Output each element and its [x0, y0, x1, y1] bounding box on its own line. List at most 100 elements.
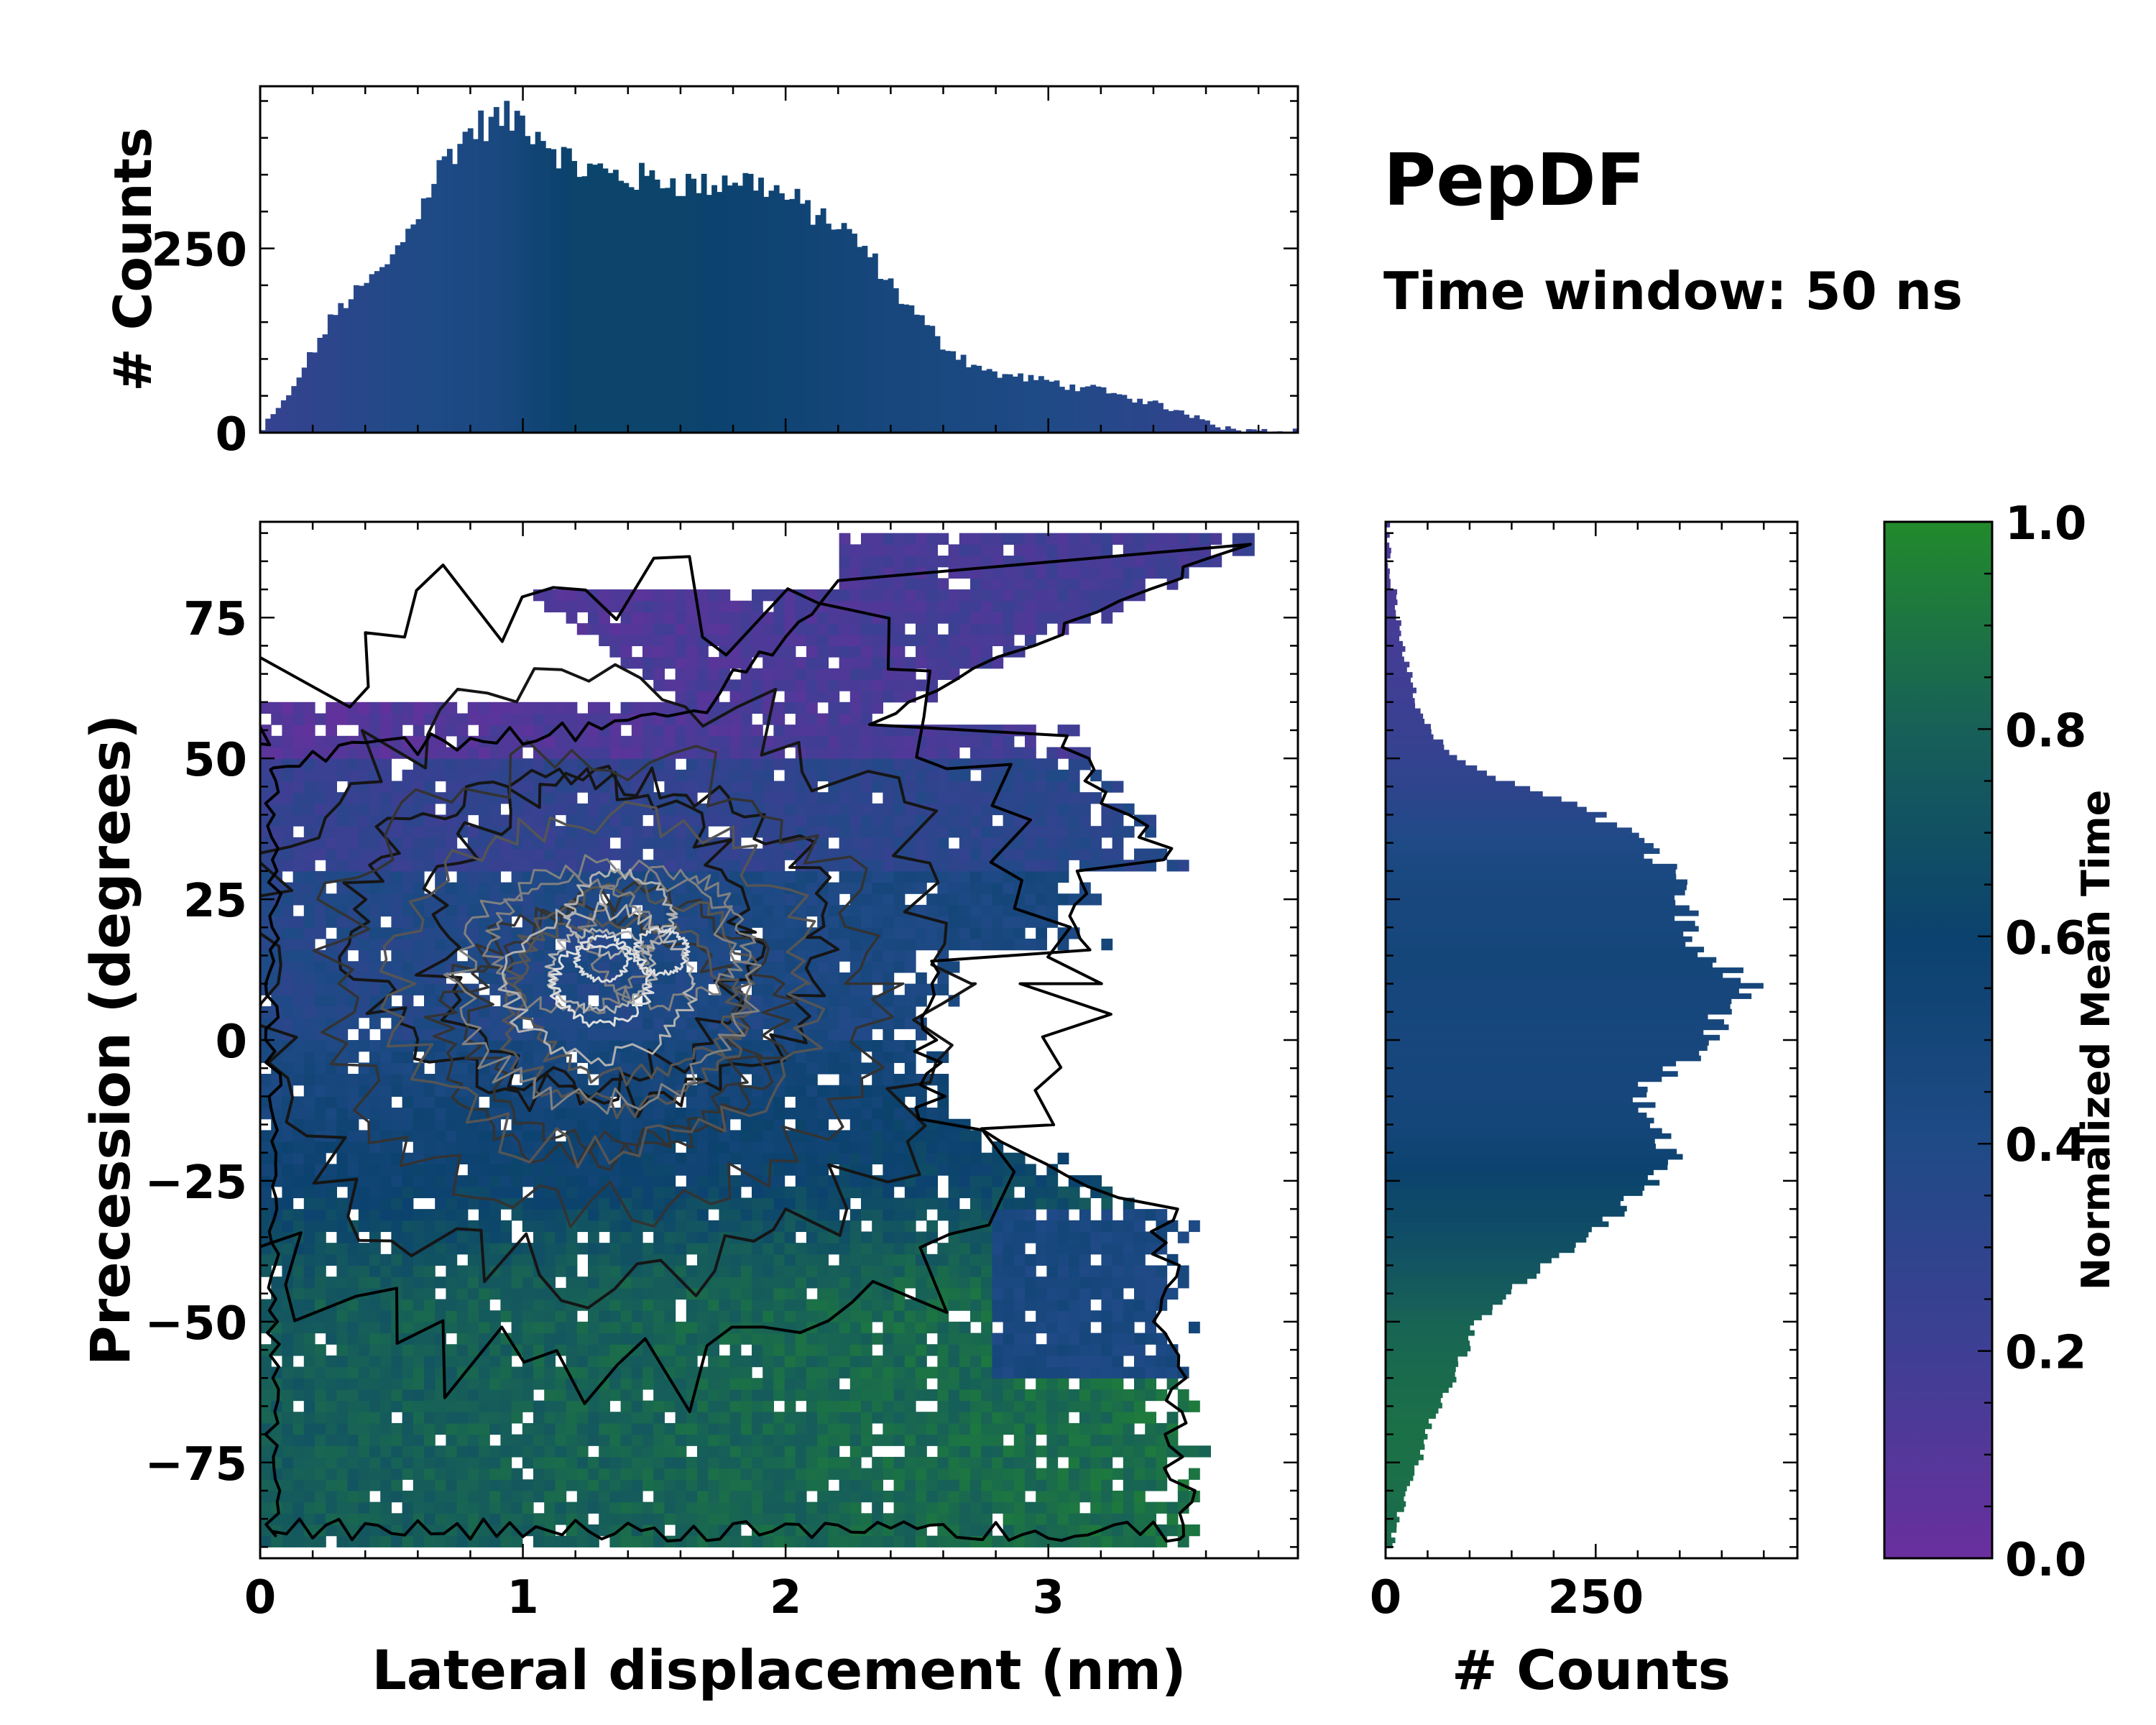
- heatmap-cell: [326, 1287, 337, 1300]
- heatmap-cell: [795, 1175, 807, 1187]
- heatmap-cell: [795, 1389, 807, 1402]
- heatmap-cell: [292, 1412, 305, 1424]
- heatmap-cell: [883, 1333, 895, 1345]
- heatmap-cell: [609, 1468, 622, 1480]
- heatmap-cell: [566, 814, 578, 827]
- heatmap-cell: [763, 1434, 774, 1446]
- heatmap-cell: [719, 1040, 731, 1052]
- heatmap-cell: [533, 1040, 545, 1052]
- heatmap-cell: [1013, 1254, 1026, 1266]
- heatmap-cell: [555, 1220, 567, 1233]
- heatmap-cell: [675, 1321, 687, 1334]
- heatmap-cell: [752, 1434, 763, 1446]
- heatmap-cell: [773, 893, 786, 906]
- heatmap-cell: [1046, 1366, 1059, 1379]
- heatmap-cell: [642, 1243, 654, 1255]
- heatmap-cell: [861, 1130, 872, 1142]
- heatmap-cell: [883, 1152, 895, 1165]
- heatmap-cell: [795, 1220, 807, 1233]
- heatmap-cell: [806, 1164, 818, 1176]
- heatmap-cell: [380, 1310, 392, 1322]
- heatmap-cell: [817, 1535, 829, 1547]
- heatmap-cell: [828, 1513, 840, 1525]
- heatmap-cell: [1112, 1276, 1124, 1289]
- heatmap-cell: [1003, 938, 1015, 951]
- heatmap-cell: [642, 826, 654, 838]
- heatmap-cell: [642, 1299, 654, 1311]
- heatmap-cell: [347, 1378, 359, 1390]
- heatmap-cell: [686, 1265, 698, 1277]
- heatmap-cell: [828, 1276, 840, 1289]
- top-histogram-bar: [852, 234, 857, 433]
- heatmap-cell: [511, 1175, 523, 1187]
- heatmap-cell: [883, 870, 895, 883]
- heatmap-cell: [817, 1310, 829, 1322]
- heatmap-cell: [872, 1366, 883, 1379]
- heatmap-cell: [456, 1513, 469, 1525]
- heatmap-cell: [544, 1355, 556, 1368]
- heatmap-cell: [479, 1524, 490, 1537]
- heatmap-cell: [916, 1333, 927, 1345]
- heatmap-cell: [555, 1085, 567, 1097]
- heatmap-cell: [937, 904, 949, 917]
- heatmap-cell: [1003, 1378, 1015, 1390]
- heatmap-cell: [446, 1434, 458, 1446]
- heatmap-cell: [817, 1062, 829, 1075]
- heatmap-cell: [1112, 1400, 1124, 1412]
- heatmap-cell: [828, 1366, 840, 1379]
- heatmap-cell: [424, 1490, 436, 1503]
- heatmap-cell: [1145, 1434, 1156, 1446]
- heatmap-cell: [380, 1085, 392, 1097]
- heatmap-cell: [697, 1096, 709, 1108]
- heatmap-cell: [642, 1141, 654, 1154]
- heatmap-cell: [839, 1456, 851, 1469]
- heatmap-cell: [315, 1254, 326, 1266]
- heatmap-cell: [948, 814, 960, 827]
- heatmap-cell: [1046, 1513, 1059, 1525]
- heatmap-cell: [292, 1141, 305, 1154]
- heatmap-cell: [992, 882, 1004, 894]
- heatmap-cell: [435, 1501, 446, 1514]
- top-histogram-bar: [566, 148, 572, 433]
- heatmap-cell: [347, 1265, 359, 1277]
- heatmap-cell: [697, 1243, 709, 1255]
- heatmap-cell: [686, 814, 698, 827]
- heatmap-cell: [883, 1096, 895, 1108]
- heatmap-cell: [1025, 1333, 1036, 1345]
- heatmap-cell: [566, 1445, 578, 1458]
- heatmap-cell: [817, 848, 829, 860]
- heatmap-cell: [893, 995, 906, 1007]
- top-histogram-bar: [1210, 424, 1216, 433]
- heatmap-cell: [752, 1333, 763, 1345]
- top-histogram-bar: [1126, 398, 1133, 433]
- heatmap-cell: [467, 893, 479, 906]
- heatmap-cell: [1068, 1445, 1080, 1458]
- heatmap-cell: [358, 938, 370, 951]
- heatmap-cell: [642, 1366, 654, 1379]
- heatmap-cell: [380, 1456, 392, 1469]
- heatmap-cell: [489, 1096, 501, 1108]
- heatmap-cell: [992, 1344, 1004, 1356]
- top-histogram-bar: [530, 144, 536, 433]
- heatmap-cell: [729, 814, 742, 827]
- top-histogram-bar: [831, 229, 837, 433]
- heatmap-cell: [303, 870, 315, 883]
- heatmap-cell: [511, 1513, 523, 1525]
- heatmap-cell: [456, 1310, 469, 1322]
- heatmap-cell: [642, 1276, 654, 1289]
- heatmap-cell: [752, 1513, 763, 1525]
- heatmap-cell: [729, 870, 742, 883]
- heatmap-cell: [719, 1186, 731, 1199]
- heatmap-cell: [413, 1085, 425, 1097]
- heatmap-cell: [904, 1535, 916, 1547]
- heatmap-cell: [1112, 1231, 1124, 1243]
- heatmap-cell: [686, 1175, 698, 1187]
- heatmap-cell: [1068, 1333, 1080, 1345]
- heatmap-cell: [893, 1040, 906, 1052]
- heatmap-cell: [500, 1535, 512, 1547]
- heatmap-cell: [708, 1231, 719, 1243]
- heatmap-cell: [937, 882, 949, 894]
- heatmap-cell: [806, 983, 818, 995]
- heatmap-cell: [511, 1287, 523, 1300]
- heatmap-cell: [544, 1378, 556, 1390]
